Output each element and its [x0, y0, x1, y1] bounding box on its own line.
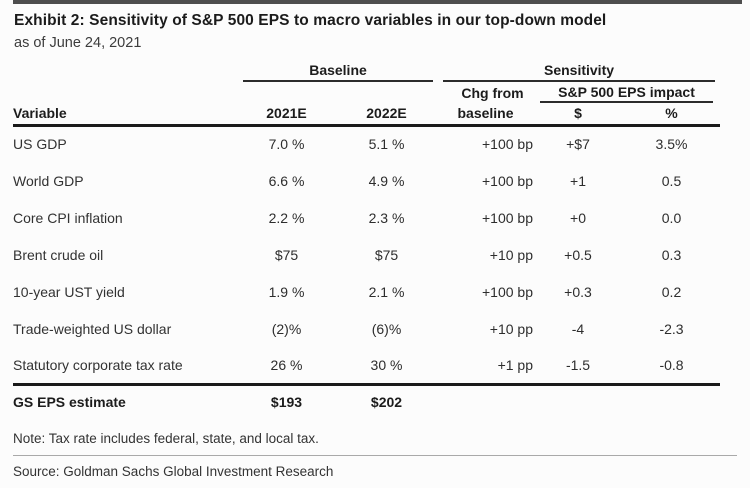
cell-2021: 7.0 % — [268, 136, 305, 153]
cell-chg-from-baseline: +100 bp — [482, 172, 533, 189]
empty-cell — [623, 384, 720, 418]
empty-header-cell — [335, 82, 438, 103]
cell-eps-impact-percent: 0.2 — [661, 283, 682, 300]
cell-variable: Brent crude oil — [13, 246, 104, 263]
cell-variable: Core CPI inflation — [13, 209, 123, 226]
cell-chg-from-baseline: +10 pp — [489, 246, 533, 263]
cell-2022: 4.9 % — [368, 172, 405, 189]
exhibit-subtitle: as of June 24, 2021 — [14, 35, 142, 51]
cell-chg-from-baseline: +100 bp — [482, 136, 533, 153]
cell-eps-impact-percent: 0.3 — [661, 246, 682, 263]
cell-chg-from-baseline: +1 pp — [438, 347, 533, 386]
cell-eps-impact-percent: 0.5 — [661, 172, 682, 189]
sensitivity-group-header: Sensitivity — [438, 59, 720, 82]
cell-eps-impact-dollar: -4 — [571, 320, 585, 337]
cell-eps-impact-percent: 3.5% — [655, 136, 688, 153]
exhibit-title: Exhibit 2: Sensitivity of S&P 500 EPS to… — [14, 12, 607, 29]
baseline-group-header: Baseline — [238, 59, 438, 82]
cell-2021: 26 % — [238, 347, 335, 386]
summary-2022: $202 — [370, 393, 403, 410]
cell-2022: (6)% — [371, 320, 402, 337]
chg-from-header-line1: Chg from — [461, 85, 524, 101]
cell-eps-impact-percent: -2.3 — [659, 320, 684, 337]
dollar-column-header: $ — [533, 103, 623, 127]
cell-eps-impact-dollar: +1 — [570, 172, 586, 189]
cell-variable: Trade-weighted US dollar — [13, 320, 172, 337]
cell-2021: 1.9 % — [268, 283, 305, 300]
cell-variable: World GDP — [13, 172, 84, 189]
cell-chg-from-baseline: +100 bp — [482, 283, 533, 300]
cell-chg-from-baseline: +10 pp — [489, 320, 533, 337]
summary-2021: $193 — [270, 393, 303, 410]
cell-eps-impact-dollar: +$7 — [566, 136, 590, 153]
table-row: US GDP 7.0 % 5.1 % +100 bp +$7 3.5% — [13, 125, 720, 162]
sensitivity-group-label: Sensitivity — [443, 62, 716, 82]
table-row: Brent crude oil $75 $75 +10 pp +0.5 0.3 — [13, 236, 720, 273]
cell-eps-impact-dollar: +0 — [570, 209, 586, 226]
empty-header-cell — [238, 82, 335, 103]
footnote: Note: Tax rate includes federal, state, … — [13, 431, 737, 456]
empty-header-cell — [13, 59, 238, 82]
group-header-row: Baseline Sensitivity — [13, 59, 720, 82]
cell-eps-impact-percent: 0.0 — [661, 209, 682, 226]
summary-label: GS EPS estimate — [13, 393, 126, 410]
eps-impact-label: S&P 500 EPS impact — [540, 84, 714, 103]
empty-header-cell — [13, 82, 238, 103]
cell-2022: 2.1 % — [368, 283, 405, 300]
percent-column-header: % — [623, 103, 721, 127]
sensitivity-table: Baseline Sensitivity Chg from S&P 500 EP… — [13, 59, 721, 418]
cell-2021: $75 — [274, 246, 299, 263]
column-header-row: Variable 2021E 2022E baseline $ % — [13, 103, 721, 127]
cell-eps-impact-percent: -0.8 — [623, 347, 721, 386]
summary-row: GS EPS estimate $193 $202 — [13, 384, 720, 418]
cell-variable: Statutory corporate tax rate — [13, 347, 238, 386]
table-row: Statutory corporate tax rate 26 % 30 % +… — [13, 347, 721, 386]
variable-column-header: Variable — [13, 103, 238, 127]
cell-2022: $75 — [374, 246, 399, 263]
cell-eps-impact-dollar: +0.3 — [564, 283, 592, 300]
y2021-column-header: 2021E — [238, 103, 335, 127]
cell-eps-impact-dollar: +0.5 — [564, 246, 592, 263]
cell-2021: (2)% — [271, 320, 302, 337]
cell-2022: 30 % — [335, 347, 438, 386]
cell-variable: US GDP — [13, 136, 67, 153]
y2022-column-header: 2022E — [335, 103, 438, 127]
cell-eps-impact-dollar: -1.5 — [533, 347, 623, 386]
cell-2021: 2.2 % — [268, 209, 305, 226]
table-row: World GDP 6.6 % 4.9 % +100 bp +1 0.5 — [13, 162, 720, 199]
table-row: Trade-weighted US dollar (2)% (6)% +10 p… — [13, 310, 720, 347]
sub-header-row: Chg from S&P 500 EPS impact — [13, 82, 720, 103]
cell-2022: 5.1 % — [368, 136, 405, 153]
top-divider-bar — [13, 0, 742, 4]
table-row: Core CPI inflation 2.2 % 2.3 % +100 bp +… — [13, 199, 720, 236]
cell-variable: 10-year UST yield — [13, 283, 125, 300]
cell-chg-from-baseline: +100 bp — [482, 209, 533, 226]
source-line: Source: Goldman Sachs Global Investment … — [13, 464, 334, 479]
cell-2021: 6.6 % — [268, 172, 305, 189]
empty-cell — [438, 384, 533, 418]
chg-from-header-line2: baseline — [438, 103, 533, 127]
empty-cell — [533, 384, 623, 418]
cell-2022: 2.3 % — [368, 209, 405, 226]
table-row: 10-year UST yield 1.9 % 2.1 % +100 bp +0… — [13, 273, 720, 310]
eps-impact-header: S&P 500 EPS impact — [533, 82, 720, 103]
table-header: Baseline Sensitivity Chg from S&P 500 EP… — [13, 59, 721, 127]
baseline-group-label: Baseline — [243, 62, 433, 82]
table-body: US GDP 7.0 % 5.1 % +100 bp +$7 3.5% Worl… — [13, 125, 721, 418]
